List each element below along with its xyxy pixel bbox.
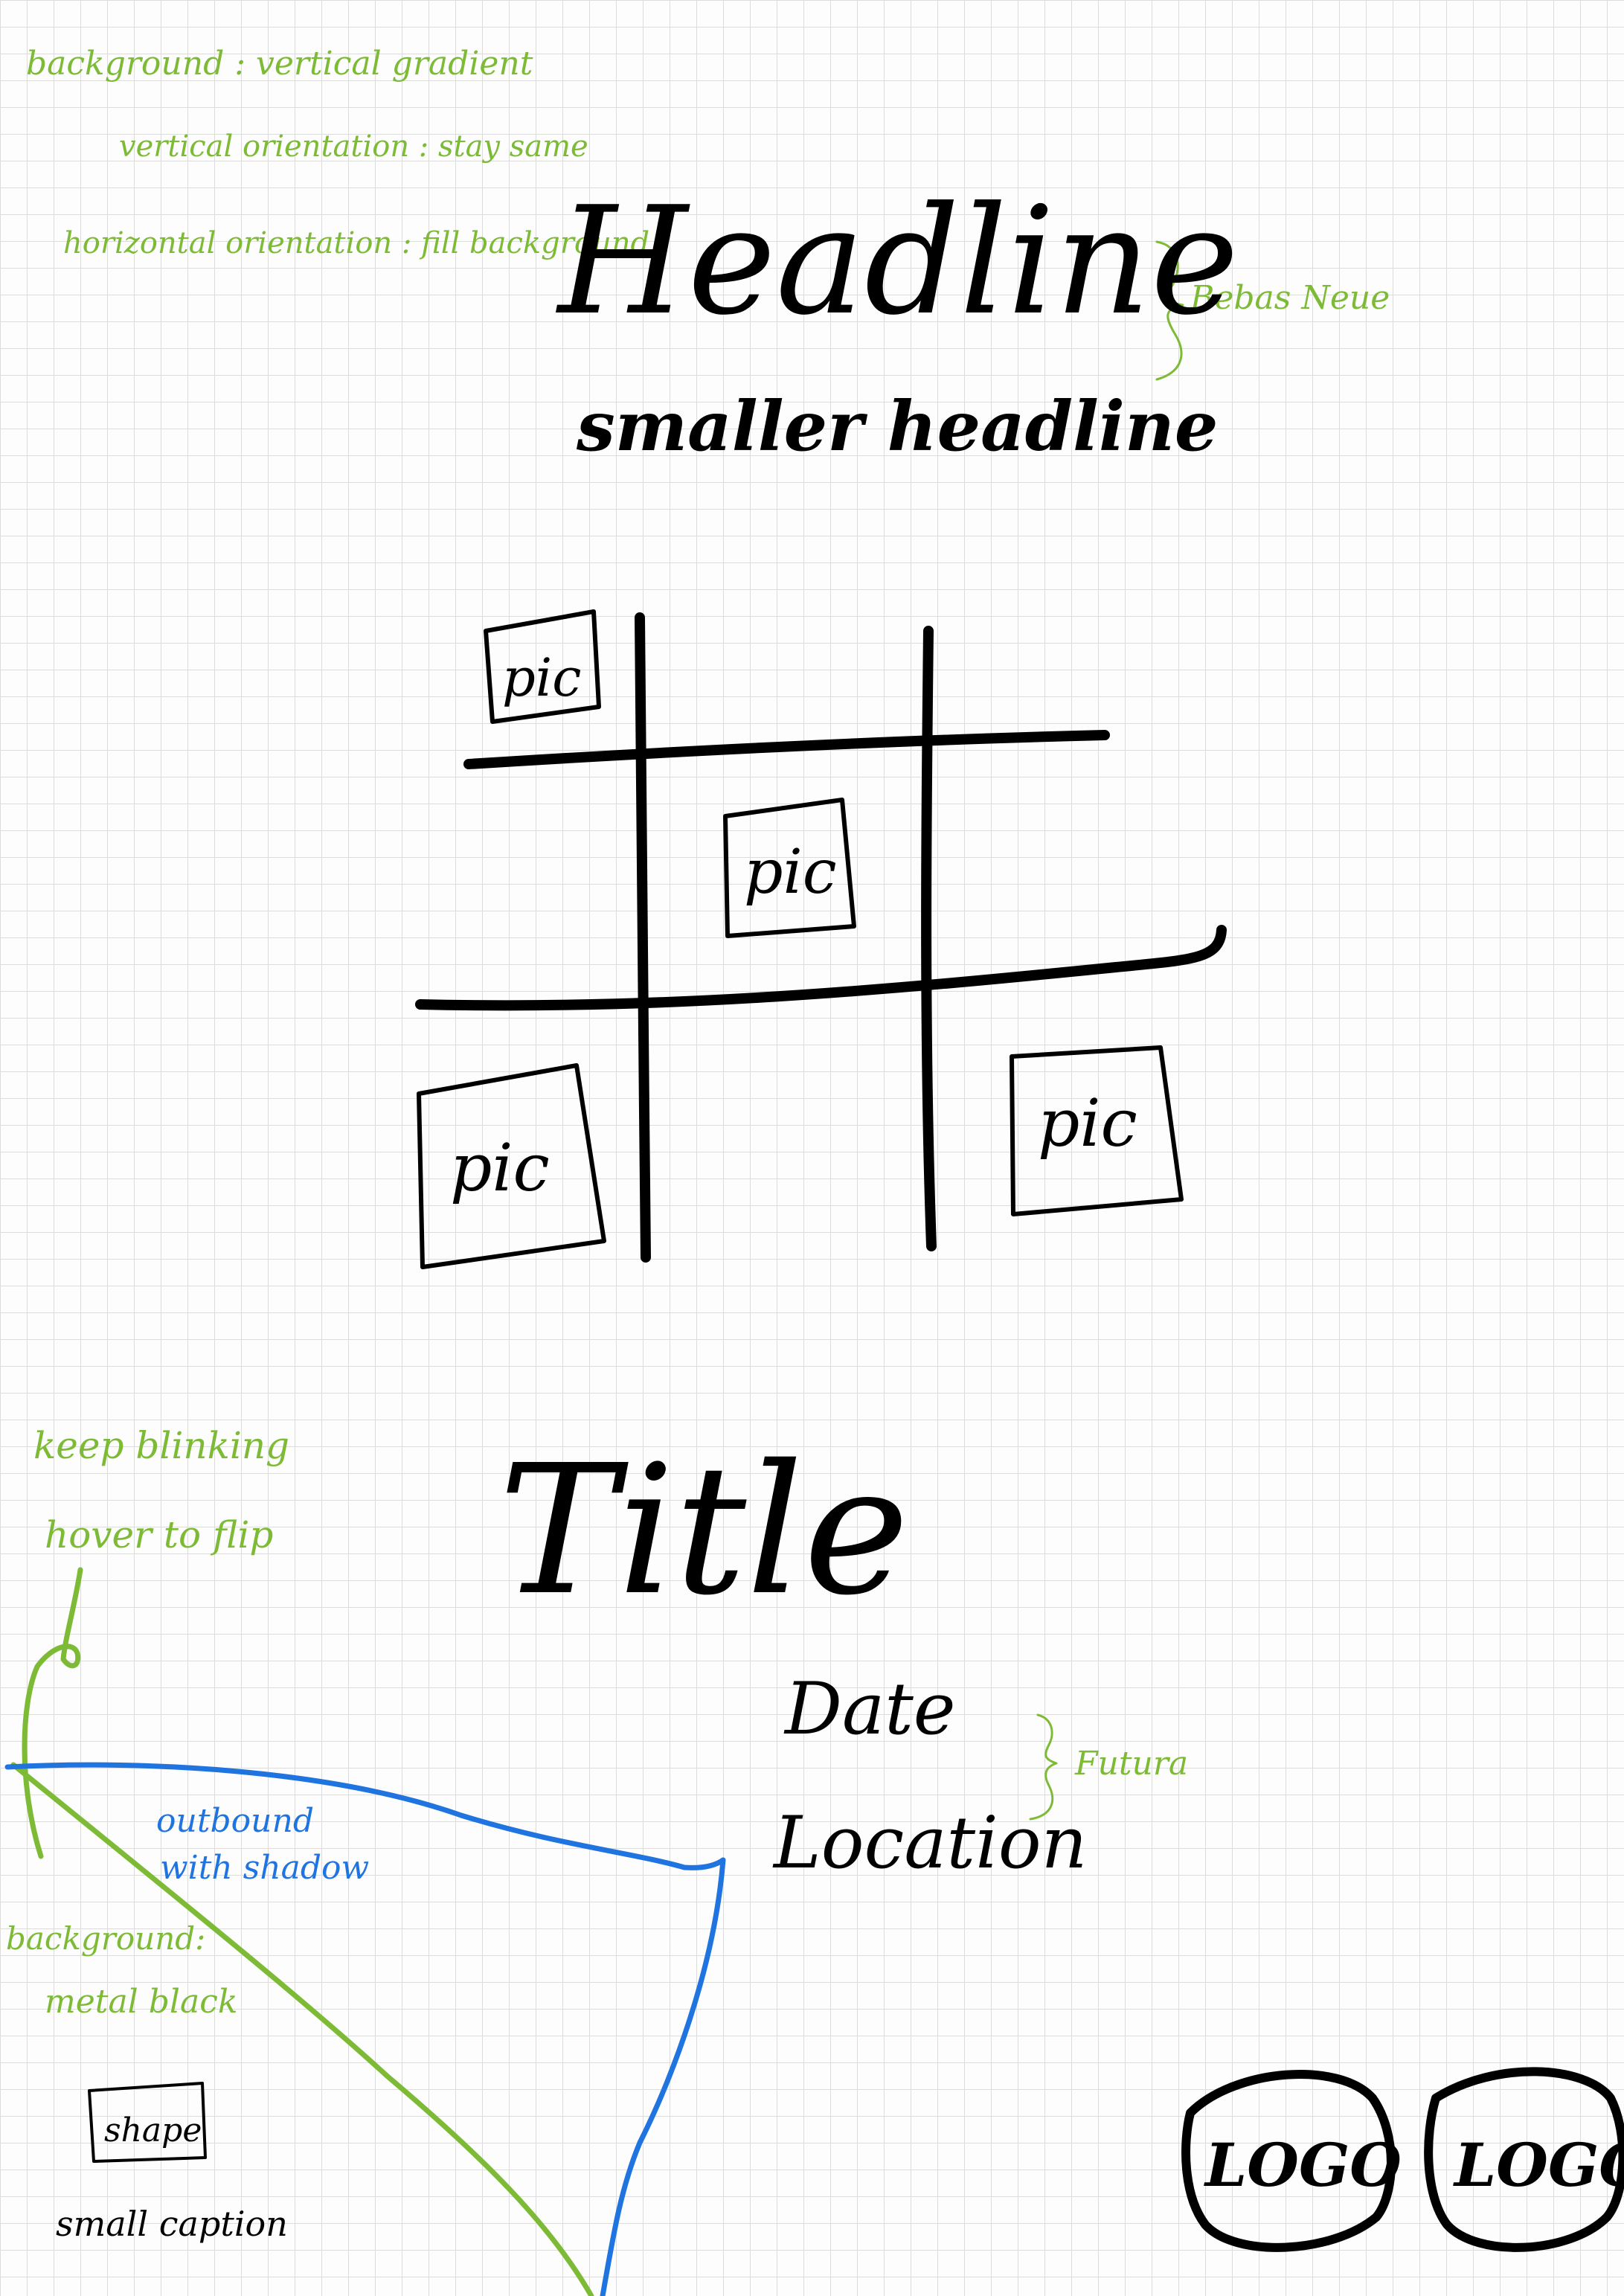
bracket-details-font — [1029, 1713, 1058, 1821]
svg-text:shape: shape — [104, 2111, 202, 2149]
pic-top-left: pic — [484, 609, 601, 724]
note-vertical-orientation: vertical orientation : stay same — [119, 129, 588, 164]
logo-left: LOGO — [1181, 2070, 1402, 2252]
grid-line-vertical-left — [635, 612, 651, 1263]
svg-text:pic: pic — [450, 1129, 550, 1206]
event-title: Title — [498, 1426, 909, 1635]
grid-line-horizontal-top — [463, 730, 1110, 769]
event-date: Date — [783, 1667, 956, 1751]
svg-text:LOGO: LOGO — [1204, 2130, 1402, 2200]
svg-text:LOGO: LOGO — [1453, 2130, 1624, 2200]
bracket-headline-font — [1155, 240, 1184, 381]
green-diagonal-line — [10, 1762, 594, 2296]
smaller-headline: smaller headline — [576, 386, 1218, 466]
logo-right: LOGO — [1424, 2067, 1624, 2252]
svg-text:pic: pic — [502, 647, 581, 708]
shape-box: shape — [88, 2082, 207, 2163]
note-background-gradient: background : vertical gradient — [26, 45, 533, 83]
svg-text:pic: pic — [1038, 1085, 1137, 1161]
pic-bottom-right: pic — [1010, 1045, 1184, 1216]
note-with-shadow: with shadow — [160, 1849, 369, 1887]
note-metal-black: metal black — [45, 1983, 238, 2021]
hover-pointer-line — [22, 1567, 83, 1859]
note-background-label: background: — [6, 1920, 205, 1957]
note-horizontal-orientation: horizontal orientation : fill background — [63, 226, 649, 260]
grid-line-horizontal-bottom — [415, 925, 1227, 1011]
note-keep-blinking: keep blinking — [33, 1424, 289, 1467]
note-font-bebas-neue: Bebas Neue — [1190, 279, 1390, 317]
headline: Headline — [555, 175, 1239, 348]
note-hover-to-flip: hover to flip — [45, 1513, 273, 1556]
small-caption: small caption — [56, 2204, 288, 2244]
event-location: Location — [772, 1801, 1087, 1885]
note-outbound: outbound — [156, 1802, 314, 1840]
outbound-shadow-line — [4, 1762, 726, 2296]
svg-text:pic: pic — [744, 837, 837, 908]
pic-bottom-left: pic — [417, 1063, 606, 1269]
picture-grid: pic pic pic pic — [415, 609, 1227, 1269]
pic-center: pic — [723, 798, 856, 938]
note-font-futura: Futura — [1074, 1745, 1188, 1783]
grid-line-vertical-right — [921, 626, 937, 1251]
